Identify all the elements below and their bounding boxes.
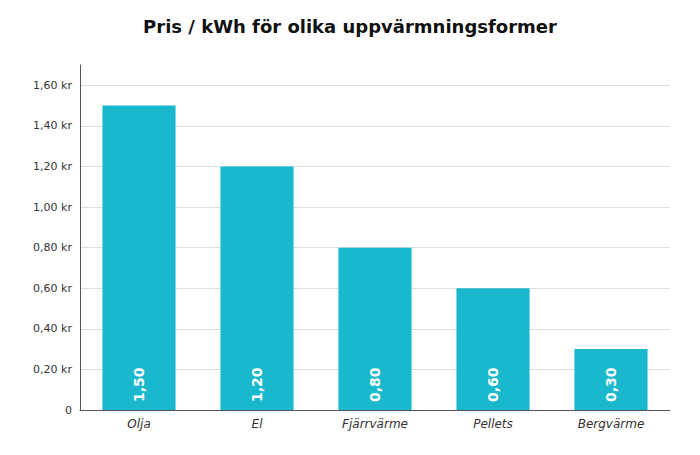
svg-text:1,20 kr: 1,20 kr [33,160,72,173]
svg-text:Bergvärme: Bergvärme [578,417,645,431]
svg-text:1,50: 1,50 [131,367,147,402]
svg-text:Olja: Olja [127,417,150,431]
svg-text:0: 0 [65,404,72,417]
svg-text:0,80: 0,80 [367,367,383,402]
svg-text:Pellets: Pellets [473,417,513,431]
svg-text:1,40 kr: 1,40 kr [33,119,72,132]
svg-text:0,30: 0,30 [603,367,619,402]
svg-text:0,80 kr: 0,80 kr [33,241,72,254]
svg-text:Fjärrvärme: Fjärrvärme [342,417,408,431]
svg-text:0,60: 0,60 [485,367,501,402]
svg-text:El: El [252,417,264,431]
svg-text:Pris / kWh för olika uppvärmni: Pris / kWh för olika uppvärmningsformer [143,16,557,37]
svg-text:0,20 kr: 0,20 kr [33,363,72,376]
svg-text:1,00 kr: 1,00 kr [33,201,72,214]
svg-text:1,60 kr: 1,60 kr [33,79,72,92]
svg-text:1,20: 1,20 [249,367,265,402]
svg-text:0,60 kr: 0,60 kr [33,282,72,295]
svg-text:0,40 kr: 0,40 kr [33,322,72,335]
